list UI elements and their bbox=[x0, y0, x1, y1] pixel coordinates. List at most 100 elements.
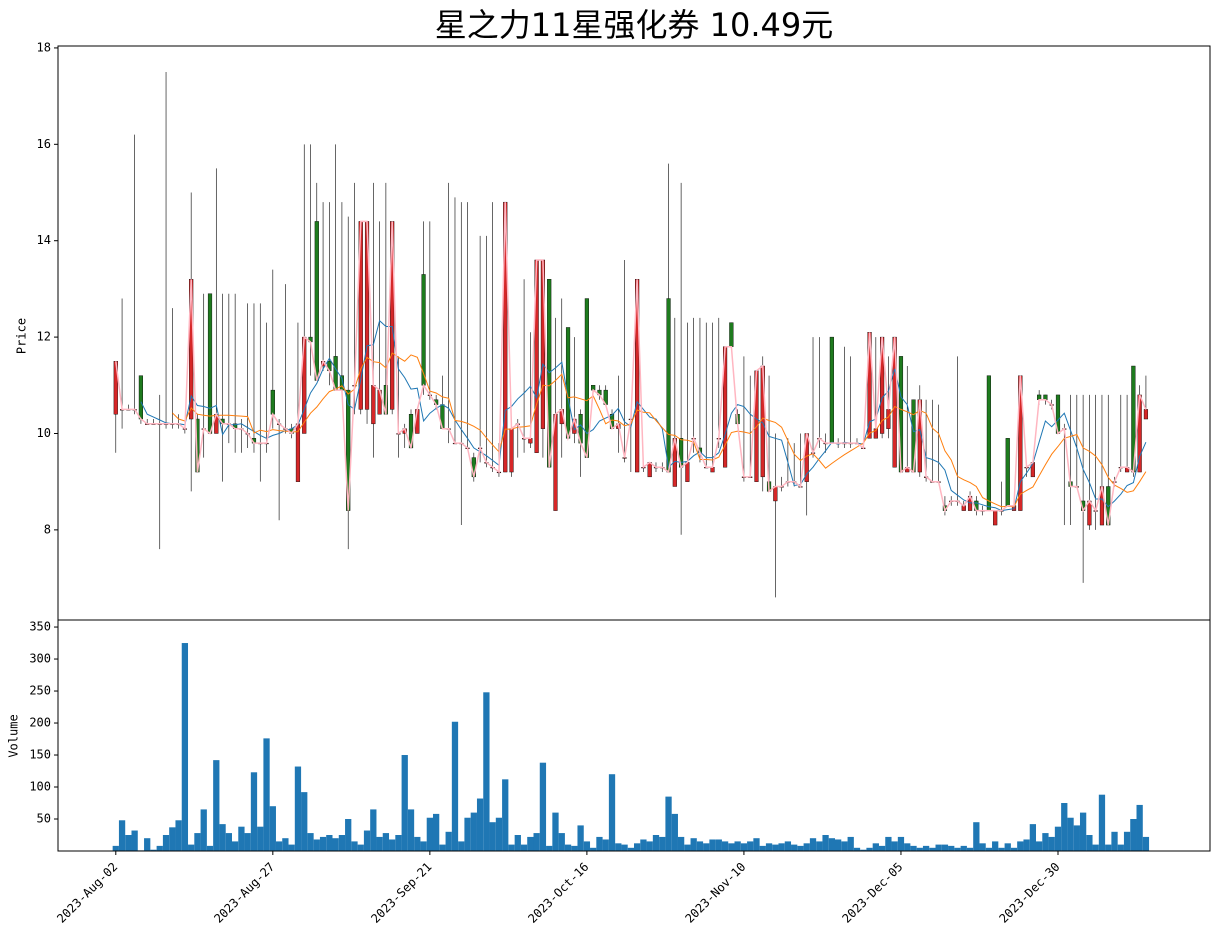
volume-bar bbox=[470, 812, 477, 851]
x-tick-label: 2023-Dec-30 bbox=[996, 860, 1062, 926]
y-tick-label: 350 bbox=[29, 620, 51, 634]
candle-body bbox=[270, 389, 275, 415]
volume-bar bbox=[1061, 803, 1068, 851]
volume-bar bbox=[407, 809, 415, 851]
volume-bar bbox=[169, 827, 176, 851]
volume-bar bbox=[809, 838, 817, 851]
y-axis-label: Volume bbox=[7, 714, 21, 757]
volume-bar bbox=[188, 844, 195, 851]
volume-bar bbox=[885, 836, 892, 851]
volume-bar bbox=[1036, 841, 1043, 851]
volume-bar bbox=[778, 843, 785, 851]
volume-bar bbox=[275, 841, 283, 851]
y-tick-label: 8 bbox=[44, 522, 51, 536]
volume-bar bbox=[571, 845, 578, 851]
volume-bar bbox=[853, 847, 861, 851]
volume-bar bbox=[1073, 825, 1080, 851]
candle-body bbox=[207, 293, 213, 434]
volume-bar bbox=[1010, 847, 1018, 851]
candle-body bbox=[986, 375, 991, 511]
volume-bar bbox=[414, 836, 421, 851]
volume-bar bbox=[495, 817, 503, 851]
volume-bar bbox=[1048, 836, 1055, 851]
volume-bar bbox=[992, 841, 999, 851]
volume-bar bbox=[426, 817, 433, 851]
volume-bar bbox=[395, 835, 402, 851]
volume-bar bbox=[162, 835, 170, 851]
volume-bar bbox=[985, 847, 993, 851]
volume-bar bbox=[608, 774, 616, 851]
x-tick-label: 2023-Sep-21 bbox=[368, 860, 434, 926]
candle-body bbox=[509, 428, 514, 473]
volume-bar bbox=[382, 833, 390, 851]
volume-bar bbox=[866, 847, 873, 851]
candle-body bbox=[829, 336, 834, 444]
volume-bar bbox=[118, 820, 126, 851]
volume-bar bbox=[458, 841, 465, 851]
volume-bar bbox=[847, 836, 854, 851]
volume-bar bbox=[816, 841, 823, 851]
volume-bar bbox=[288, 844, 295, 851]
volume-bar bbox=[483, 692, 490, 851]
volume-bar bbox=[1130, 819, 1137, 851]
volume-bar bbox=[345, 819, 352, 851]
volume-bar bbox=[181, 643, 189, 851]
volume-bar bbox=[772, 844, 779, 851]
volume-bar bbox=[941, 844, 949, 851]
volume-bar bbox=[734, 841, 741, 851]
volume-bar bbox=[897, 836, 905, 851]
candle-body bbox=[295, 423, 301, 482]
volume-bar bbox=[715, 839, 722, 851]
candle-body bbox=[421, 274, 426, 386]
y-tick-label: 18 bbox=[37, 40, 51, 54]
volume-bar bbox=[797, 845, 804, 851]
volume-bar bbox=[294, 766, 302, 851]
volume-bar bbox=[966, 847, 974, 851]
volume-bar bbox=[1054, 826, 1062, 851]
y-tick-label: 50 bbox=[37, 812, 51, 826]
volume-bar bbox=[784, 841, 792, 851]
y-tick-label: 100 bbox=[29, 780, 51, 794]
volume-bar bbox=[125, 835, 132, 851]
candle-body bbox=[138, 375, 143, 420]
volume-bar bbox=[225, 833, 232, 851]
volume-bar bbox=[131, 830, 138, 851]
volume-bar bbox=[1086, 835, 1093, 851]
volume-bar bbox=[822, 835, 829, 851]
x-tick-label: 2023-Oct-16 bbox=[525, 860, 591, 926]
volume-bar bbox=[1142, 836, 1150, 851]
volume-bar bbox=[671, 813, 678, 851]
volume-bar bbox=[476, 798, 484, 851]
volume-bar bbox=[194, 833, 201, 851]
volume-bar bbox=[659, 836, 666, 851]
volume-bar bbox=[696, 841, 704, 851]
x-tick-label: 2023-Nov-10 bbox=[682, 860, 748, 926]
volume-bar bbox=[954, 847, 961, 851]
volume-bar bbox=[307, 833, 314, 851]
volume-bar bbox=[828, 838, 836, 851]
candle-body bbox=[1018, 375, 1023, 511]
candle-body bbox=[773, 486, 778, 502]
y-axis-label: Price bbox=[15, 318, 29, 354]
volume-bar bbox=[156, 845, 163, 851]
volume-bar bbox=[634, 843, 641, 851]
volume-bar bbox=[640, 839, 647, 851]
volume-bar bbox=[677, 836, 685, 851]
volume-bar bbox=[791, 844, 798, 851]
y-tick-label: 16 bbox=[37, 137, 51, 151]
volume-bar bbox=[684, 844, 691, 851]
x-tick-label: 2023-Aug-27 bbox=[211, 860, 277, 926]
candle-body bbox=[729, 322, 734, 347]
candle-body bbox=[635, 279, 640, 473]
candle-body bbox=[1143, 409, 1149, 420]
volume-bar bbox=[765, 843, 773, 851]
volume-bar bbox=[596, 836, 603, 851]
volume-bar bbox=[489, 822, 496, 851]
volume-bar bbox=[878, 845, 886, 851]
volume-bar bbox=[558, 833, 565, 851]
volume-bar bbox=[703, 843, 710, 851]
candle-body bbox=[647, 462, 652, 478]
volume-bar bbox=[998, 847, 1005, 851]
volume-bar bbox=[219, 824, 226, 851]
volume-bar bbox=[564, 844, 572, 851]
